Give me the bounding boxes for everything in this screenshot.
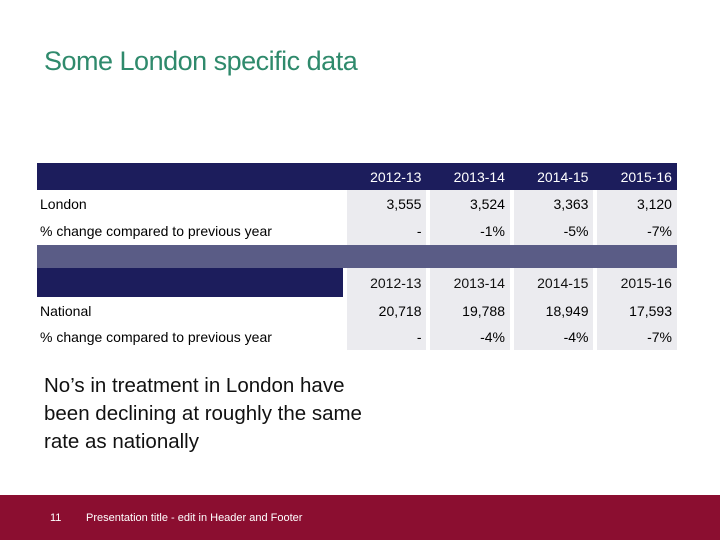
header-cell: 2014-15: [513, 163, 594, 190]
header-cell: 2012-13: [346, 163, 427, 190]
value-cell: -: [346, 324, 427, 350]
table-row: London 3,555 3,524 3,363 3,120: [37, 190, 677, 217]
row-label: London: [40, 195, 87, 212]
value-cell: 3,120: [597, 190, 677, 217]
value-cell: 19,788: [430, 297, 510, 324]
value-cell: -7%: [597, 324, 677, 350]
value-cell: 17,593: [597, 297, 677, 324]
header-label: [37, 163, 343, 190]
header-cell: 2013-14: [430, 268, 510, 297]
header-cell: 2012-13: [346, 268, 427, 297]
note: No’s in treatment in London have been de…: [44, 374, 362, 453]
value-cell: 20,718: [346, 297, 427, 324]
row-label: % change compared to previous year: [40, 223, 272, 239]
row-label: % change compared to previous year: [40, 329, 272, 345]
value-cell: 3,363: [513, 190, 594, 217]
value-cell: -4%: [430, 324, 510, 350]
header-cell: 2014-15: [513, 268, 594, 297]
table-row: National 20,718 19,788 18,949 17,593: [37, 297, 677, 324]
value-cell: -4%: [513, 324, 594, 350]
value-cell: -1%: [430, 217, 510, 245]
row-label: National: [40, 302, 92, 319]
footer: 11 Presentation title - edit in Header a…: [0, 495, 720, 540]
header-cell: 2015-16: [597, 163, 677, 190]
slide-title: Some London specific data: [44, 46, 358, 76]
header-label: [37, 268, 343, 297]
header-row: 2012-13 2013-14 2014-15 2015-16: [37, 268, 677, 297]
header-cell: 2015-16: [597, 268, 677, 297]
table-row: % change compared to previous year - -1% -5…: [37, 217, 677, 245]
header-cell: 2013-14: [430, 163, 510, 190]
value-cell: -5%: [513, 217, 594, 245]
value-cell: -7%: [597, 217, 677, 245]
value-cell: 3,524: [430, 190, 510, 217]
value-cell: -: [346, 217, 427, 245]
header-row: 2012-13 2013-14 2014-15 2015-16: [37, 163, 677, 190]
page-number: 11: [50, 512, 62, 524]
value-cell: 18,949: [513, 297, 594, 324]
separator-row: [37, 245, 677, 268]
value-cell: 3,555: [346, 190, 427, 217]
footer-text: Presentation title - edit in Header and …: [86, 512, 303, 524]
table-row: % change compared to previous year - -4% -4…: [37, 324, 677, 350]
